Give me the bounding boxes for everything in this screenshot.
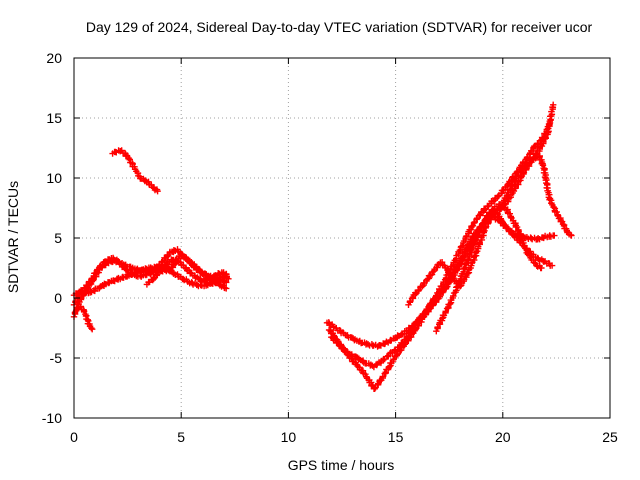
trace-11 bbox=[497, 152, 575, 239]
y-axis-label: SDTVAR / TECUs bbox=[5, 181, 21, 293]
x-tick-label: 20 bbox=[495, 429, 511, 445]
y-tick-labels: -10 -5 0 5 10 15 20 bbox=[42, 50, 62, 426]
x-tick-label: 5 bbox=[177, 429, 185, 445]
data-points bbox=[70, 101, 575, 392]
y-tick-label: 0 bbox=[54, 290, 62, 306]
y-tick-label: -5 bbox=[50, 350, 63, 366]
trace-9 bbox=[405, 213, 558, 308]
y-tick-label: -10 bbox=[42, 410, 62, 426]
trace-4 bbox=[72, 303, 96, 333]
trace-markers bbox=[109, 147, 161, 195]
x-tick-label: 15 bbox=[388, 429, 404, 445]
trace-markers bbox=[433, 201, 545, 335]
trace-markers bbox=[405, 213, 558, 308]
x-tick-label: 0 bbox=[70, 429, 78, 445]
axis-ticks bbox=[73, 57, 611, 419]
chart-title: Day 129 of 2024, Sidereal Day-to-day VTE… bbox=[86, 19, 593, 35]
x-tick-label: 25 bbox=[602, 429, 618, 445]
y-tick-label: 10 bbox=[46, 170, 62, 186]
x-tick-label: 10 bbox=[281, 429, 297, 445]
y-tick-label: 15 bbox=[46, 110, 62, 126]
trace-5 bbox=[109, 147, 161, 195]
grid-lines bbox=[74, 58, 610, 418]
trace-markers bbox=[72, 303, 96, 333]
trace-3 bbox=[143, 256, 232, 288]
x-axis-label: GPS time / hours bbox=[288, 457, 395, 473]
trace-markers bbox=[143, 256, 232, 288]
y-tick-label: 20 bbox=[46, 50, 62, 66]
x-tick-labels: 0 5 10 15 20 25 bbox=[70, 429, 618, 445]
trace-10 bbox=[433, 201, 545, 335]
y-tick-label: 5 bbox=[54, 230, 62, 246]
trace-markers bbox=[497, 152, 575, 239]
